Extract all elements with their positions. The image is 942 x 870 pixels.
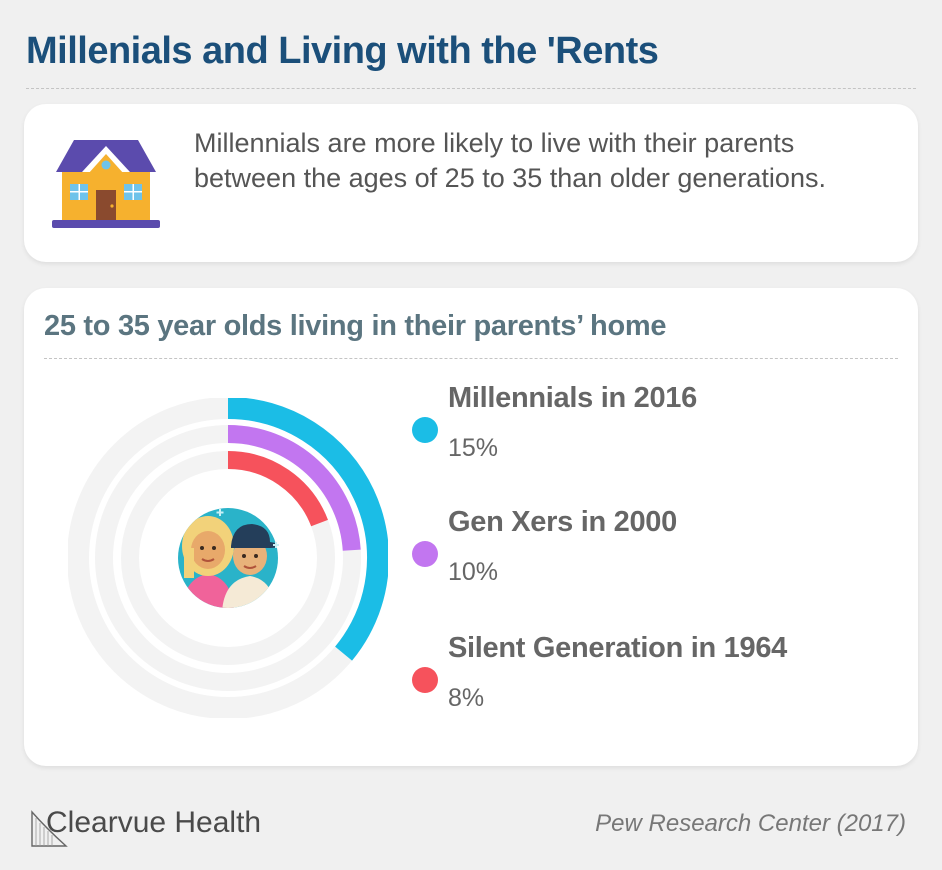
- house-icon: [52, 140, 160, 228]
- chart-title: 25 to 35 year olds living in their paren…: [44, 310, 667, 342]
- page-title: Millenials and Living with the 'Rents: [26, 30, 659, 72]
- legend-label: Silent Generation in 1964: [448, 632, 787, 664]
- young-couple-icon: [178, 508, 279, 608]
- brand-name: Clearvue Health: [46, 806, 262, 839]
- brand-mark-icon: [31, 810, 68, 847]
- arc-silent-generation-in-1964: [227, 451, 328, 527]
- intro-card: Millennials are more likely to live with…: [24, 104, 918, 262]
- brand-logo: Clearvue Health: [30, 802, 290, 848]
- chart-card: 25 to 35 year olds living in their paren…: [24, 288, 918, 766]
- title-divider: [26, 88, 916, 89]
- source-citation: Pew Research Center (2017): [595, 810, 906, 837]
- data-label: 10%: [448, 558, 499, 586]
- legend-label: Gen Xers in 2000: [448, 506, 677, 538]
- legend-label: Millennials in 2016: [448, 382, 697, 414]
- chart-divider: [44, 358, 898, 359]
- data-label: 8%: [448, 684, 485, 712]
- legend-swatch: [412, 667, 438, 693]
- arc-gen-xers-in-2000: [227, 425, 361, 551]
- radial-bar-chart: [68, 398, 388, 718]
- arc-millennials-in-2016: [227, 398, 388, 661]
- legend-swatch: [412, 417, 438, 443]
- legend-item-genx: Gen Xers in 2000 10%: [412, 506, 892, 606]
- data-label: 15%: [448, 434, 499, 462]
- legend-swatch: [412, 541, 438, 567]
- legend-item-millennials: Millennials in 2016 15%: [412, 382, 892, 482]
- legend-item-silent: Silent Generation in 1964 8%: [412, 632, 892, 732]
- intro-text: Millennials are more likely to live with…: [194, 128, 826, 194]
